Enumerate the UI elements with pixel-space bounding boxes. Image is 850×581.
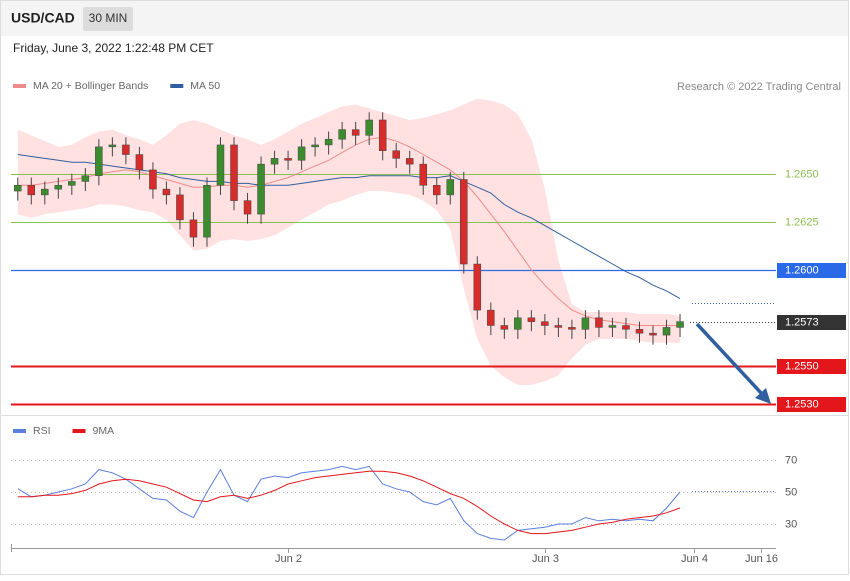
legend-label: RSI bbox=[33, 425, 51, 437]
candle-body bbox=[419, 163, 427, 186]
symbol: USD/CAD bbox=[11, 10, 75, 26]
forecast-arrow bbox=[695, 322, 771, 404]
candle-body bbox=[257, 163, 265, 215]
candle-body bbox=[446, 179, 455, 196]
candle-body bbox=[149, 169, 157, 190]
x-tick-label: Jun 2 bbox=[275, 553, 302, 565]
candle-body bbox=[122, 144, 130, 155]
candle-body bbox=[662, 327, 671, 336]
candle-body bbox=[433, 185, 441, 196]
candle-body bbox=[460, 179, 468, 265]
marks: 1.2650 1.2625 1.2600 1.2573 1.2550 1.2530 MA 2… bbox=[11, 80, 846, 565]
candle-body bbox=[243, 200, 252, 215]
candle-body bbox=[500, 325, 509, 330]
candle-body bbox=[405, 158, 414, 165]
source: Research © 2022 Trading Central bbox=[677, 81, 841, 93]
moving-average bbox=[17, 136, 680, 326]
candle-body bbox=[514, 317, 522, 330]
candle-body bbox=[392, 150, 400, 159]
legend-swatch bbox=[72, 429, 86, 433]
candle-body bbox=[365, 119, 373, 136]
candle-body bbox=[14, 185, 22, 192]
timestamp: Friday, June 3, 2022 1:22:48 PM CET bbox=[13, 41, 214, 55]
candle-body bbox=[527, 317, 536, 322]
candle-body bbox=[324, 138, 333, 146]
candle-body bbox=[595, 317, 603, 328]
candle-body bbox=[554, 325, 563, 328]
candle-body bbox=[68, 181, 76, 186]
candle-body bbox=[297, 146, 306, 161]
candle-body bbox=[622, 325, 630, 330]
level-label: 1.2650 bbox=[785, 168, 819, 180]
candle-body bbox=[608, 325, 617, 328]
candle-body bbox=[81, 175, 90, 182]
moving-average bbox=[17, 154, 681, 300]
candle-body bbox=[135, 154, 144, 171]
level-label: 1.2573 bbox=[785, 316, 819, 328]
legend-label: MA 50 bbox=[190, 80, 220, 92]
candle-body bbox=[95, 146, 103, 176]
indicator-line bbox=[17, 470, 681, 535]
candle-body bbox=[676, 321, 684, 328]
candle-body bbox=[635, 329, 644, 334]
candle-body bbox=[568, 327, 576, 330]
candle-body bbox=[270, 158, 279, 165]
level-label: 1.2625 bbox=[785, 216, 819, 228]
legend-label: 9MA bbox=[93, 425, 115, 437]
candle-body bbox=[41, 188, 49, 196]
x-tick-label: Jun 4 bbox=[681, 553, 708, 565]
arrow-shaft bbox=[695, 322, 764, 396]
level-tag bbox=[777, 397, 846, 412]
candle-body bbox=[581, 317, 590, 330]
candle-body bbox=[230, 144, 238, 201]
candle-body bbox=[27, 185, 36, 196]
candle-body bbox=[338, 129, 346, 140]
level-label: 1.2550 bbox=[785, 360, 819, 372]
candle-body bbox=[487, 309, 495, 326]
candle-body bbox=[176, 194, 184, 221]
level-tag bbox=[777, 263, 846, 278]
x-tick-label: Jun 3 bbox=[532, 553, 559, 565]
interval-box bbox=[83, 7, 133, 31]
candle-body bbox=[54, 185, 63, 190]
candle-body bbox=[203, 185, 211, 238]
candle-body bbox=[189, 219, 198, 238]
candle-body bbox=[311, 144, 319, 148]
arrow-head bbox=[755, 388, 771, 404]
candle-body bbox=[216, 144, 225, 186]
bollinger-band bbox=[17, 98, 681, 386]
legend-swatch bbox=[13, 429, 26, 433]
candle-body bbox=[378, 119, 387, 151]
indicator-line bbox=[17, 465, 681, 541]
level-tag bbox=[777, 359, 846, 374]
level-label: 1.2600 bbox=[785, 264, 819, 276]
legend-swatch bbox=[170, 84, 184, 88]
candle-body bbox=[473, 263, 482, 311]
level-tag bbox=[777, 315, 846, 330]
candle-body bbox=[541, 321, 549, 326]
y-tick-label: 70 bbox=[785, 454, 797, 466]
candle-body bbox=[284, 158, 292, 161]
candle-body bbox=[351, 129, 360, 136]
candle-body bbox=[162, 188, 171, 196]
legend-swatch bbox=[13, 84, 26, 88]
candle-body bbox=[649, 332, 657, 336]
x-tick-label: Jun 16 bbox=[745, 553, 778, 565]
level-label: 1.2530 bbox=[785, 398, 819, 410]
candle-body bbox=[108, 144, 117, 148]
y-tick-label: 30 bbox=[785, 518, 797, 530]
legend-label: MA 20 + Bollinger Bands bbox=[33, 80, 148, 92]
interval: 30 MIN bbox=[89, 11, 128, 25]
y-tick-label: 50 bbox=[785, 486, 797, 498]
header-bar bbox=[1, 1, 848, 36]
